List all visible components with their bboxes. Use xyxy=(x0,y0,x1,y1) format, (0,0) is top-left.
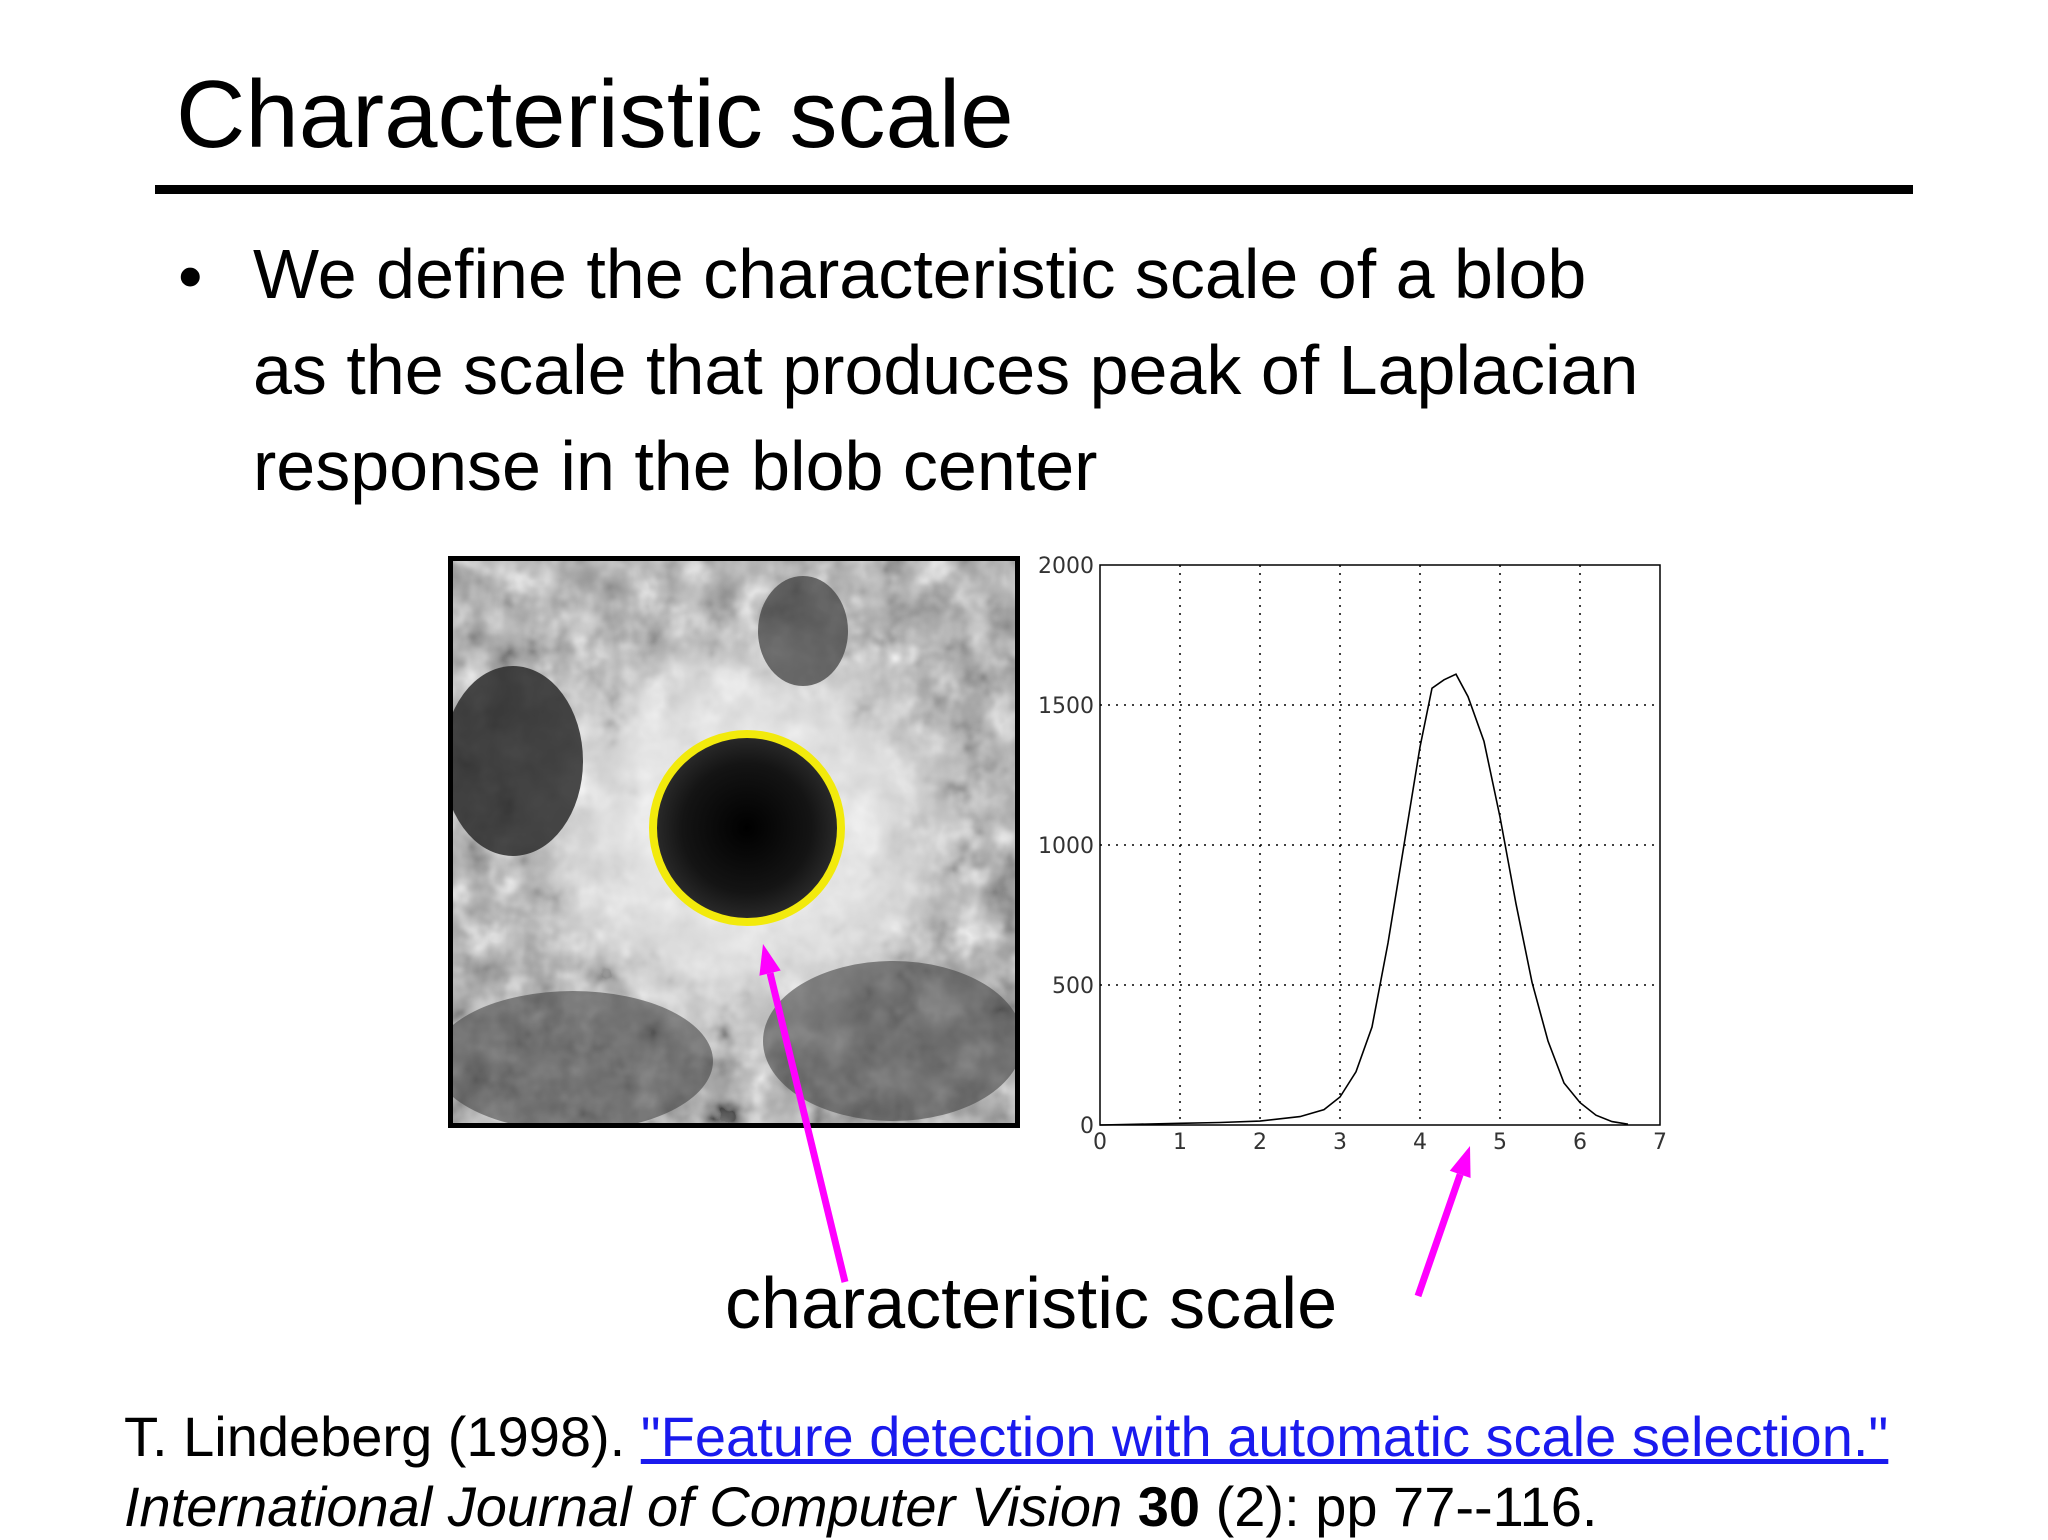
characteristic-scale-circle xyxy=(649,730,845,926)
blob-image-graphic xyxy=(453,561,1015,1123)
reference-spacer xyxy=(1122,1475,1138,1538)
x-tick-label: 2 xyxy=(1253,1130,1267,1155)
slide-title: Characteristic scale xyxy=(176,61,1014,168)
x-tick-label: 6 xyxy=(1573,1130,1587,1155)
x-tick-label: 4 xyxy=(1413,1130,1427,1155)
y-tick-label: 1000 xyxy=(1038,834,1094,859)
arrow-to-peak-shaft xyxy=(1414,1173,1464,1298)
reference-line-1: T. Lindeberg (1998). "Feature detection … xyxy=(124,1404,1888,1470)
reference-paper-link[interactable]: "Feature detection with automatic scale … xyxy=(640,1405,1889,1468)
reference-authors: T. Lindeberg (1998). xyxy=(124,1405,641,1468)
blob-image xyxy=(448,556,1020,1128)
bullet-marker: • xyxy=(178,237,203,315)
x-tick-label: 7 xyxy=(1653,1130,1667,1155)
bullet-line-3: response in the blob center xyxy=(253,427,1098,505)
reference-pages: (2): pp 77--116. xyxy=(1200,1475,1598,1538)
y-tick-label: 500 xyxy=(1052,974,1094,999)
x-tick-label: 5 xyxy=(1493,1130,1507,1155)
y-tick-label: 2000 xyxy=(1038,554,1094,579)
bullet-line-1: We define the characteristic scale of a … xyxy=(253,235,1587,313)
x-tick-label: 0 xyxy=(1093,1130,1107,1155)
bullet-line-2: as the scale that produces peak of Lapla… xyxy=(253,331,1639,409)
bullet-point: We define the characteristic scale of a … xyxy=(253,226,1933,514)
x-tick-label: 3 xyxy=(1333,1130,1347,1155)
y-tick-label: 1500 xyxy=(1038,694,1094,719)
response-curve xyxy=(1099,673,1629,1126)
characteristic-scale-label: characteristic scale xyxy=(725,1264,1338,1344)
x-tick-label: 1 xyxy=(1173,1130,1187,1155)
reference-journal: International Journal of Computer Vision xyxy=(124,1475,1123,1538)
reference-line-2: International Journal of Computer Vision… xyxy=(124,1474,1597,1540)
reference-volume: 30 xyxy=(1137,1475,1201,1538)
chart-svg: 0 1 2 3 4 5 6 7 0 500 1000 1500 2000 xyxy=(1038,554,1667,1155)
title-divider xyxy=(155,185,1913,194)
y-tick-label: 0 xyxy=(1080,1114,1094,1139)
laplacian-response-chart: 0 1 2 3 4 5 6 7 0 500 1000 1500 2000 xyxy=(1020,540,1680,1165)
dark-blob xyxy=(655,736,839,920)
